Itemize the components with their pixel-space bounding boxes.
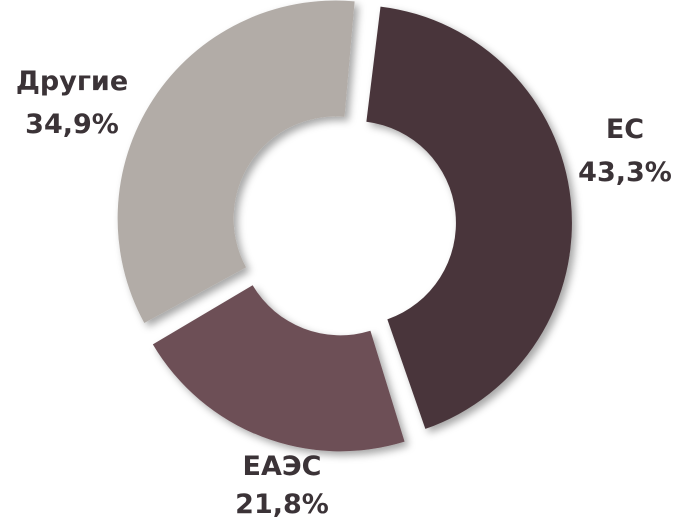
slice-label-eu-value: 43,3% [578, 157, 672, 188]
donut-slice-other [117, 0, 355, 324]
donut-slices [117, 0, 572, 452]
donut-slice-eu [366, 6, 572, 429]
slice-label-other-name: Другие [16, 66, 128, 97]
slice-label-eaes-name: ЕАЭС [243, 451, 322, 482]
donut-slice-eaes [152, 285, 405, 452]
slice-label-eaes-value: 21,8% [235, 489, 329, 520]
slice-label-other-value: 34,9% [25, 109, 119, 140]
slice-label-eu-name: ЕС [606, 114, 644, 145]
